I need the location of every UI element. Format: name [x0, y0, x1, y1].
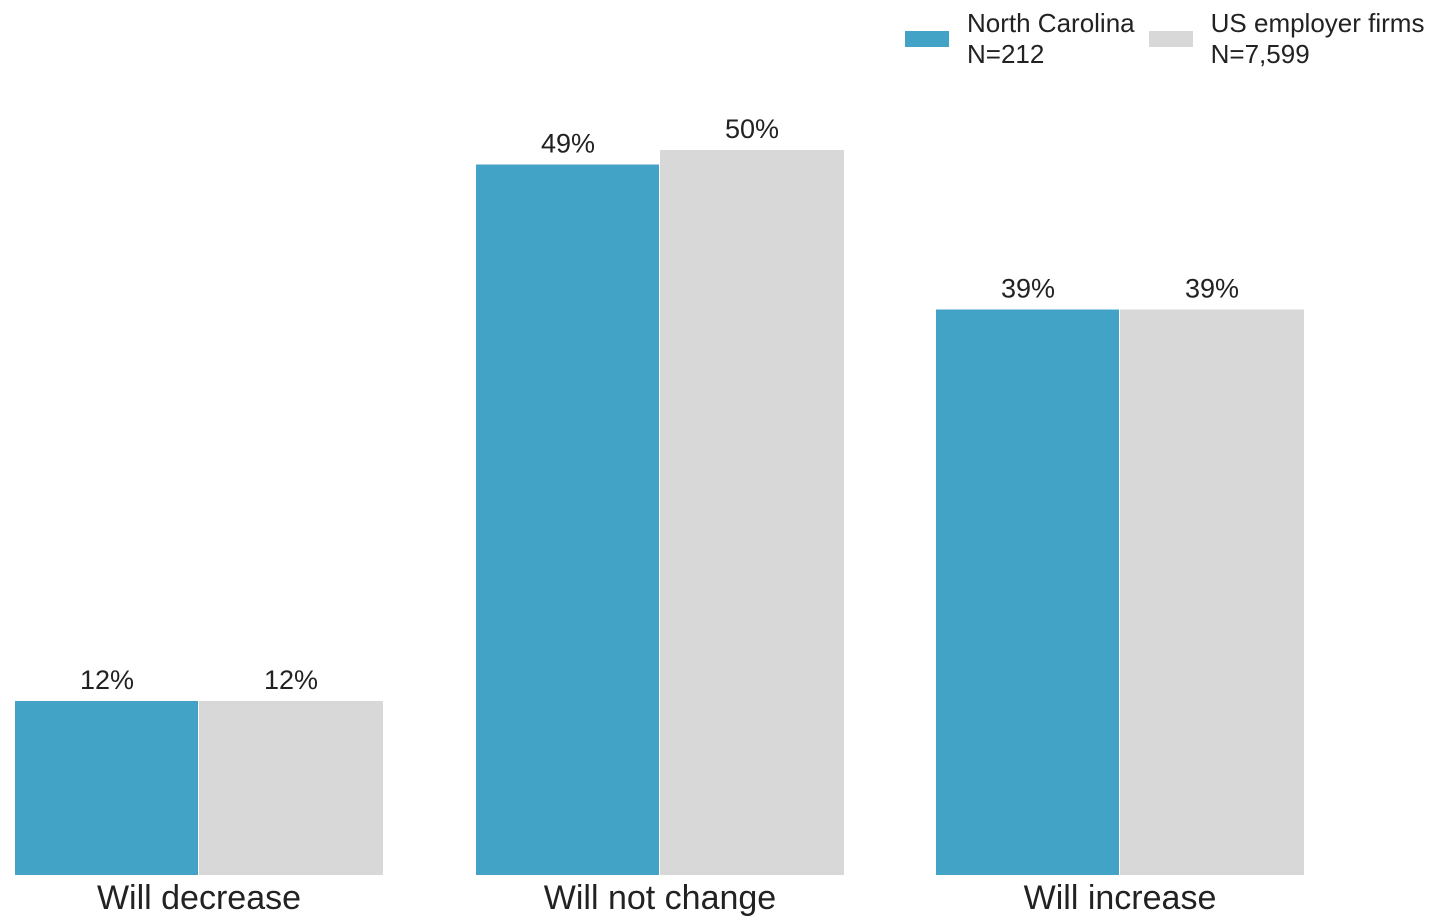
data-label-us-employer-firms-will-decrease: 12% — [264, 665, 318, 695]
data-label-north-carolina-will-decrease: 12% — [80, 665, 134, 695]
legend-sublabel-us-employer-firms: N=7,599 — [1210, 39, 1310, 69]
x-tick-label-will-increase: Will increase — [1024, 879, 1217, 916]
x-tick-label-will-not-change: Will not change — [544, 879, 776, 916]
bar-north-carolina-will-not-change — [476, 164, 659, 875]
data-label-us-employer-firms-will-not-change: 50% — [725, 114, 779, 144]
bar-us-employer-firms-will-not-change — [660, 150, 844, 875]
legend-label-north-carolina: North Carolina — [967, 8, 1135, 38]
legend-item-us-employer-firms: US employer firms N=7,599 — [1148, 8, 1425, 70]
legend-sublabel-north-carolina: N=212 — [967, 39, 1045, 69]
legend-swatch-north-carolina — [905, 31, 949, 47]
legend-swatch-us-employer-firms — [1148, 31, 1193, 47]
x-tick-label-will-decrease: Will decrease — [97, 879, 301, 916]
data-label-north-carolina-will-not-change: 49% — [541, 129, 595, 159]
data-label-us-employer-firms-will-increase: 39% — [1185, 274, 1239, 304]
bar-us-employer-firms-will-increase — [1120, 309, 1304, 875]
bar-us-employer-firms-will-decrease — [199, 701, 383, 875]
legend-item-north-carolina: North Carolina N=212 — [905, 8, 1135, 70]
bar-north-carolina-will-decrease — [15, 701, 198, 875]
bar-north-carolina-will-increase — [936, 309, 1119, 875]
chart-legend: North Carolina N=212 US employer firms N… — [905, 8, 1438, 70]
data-label-north-carolina-will-increase: 39% — [1001, 274, 1055, 304]
legend-label-us-employer-firms: US employer firms — [1210, 8, 1425, 38]
